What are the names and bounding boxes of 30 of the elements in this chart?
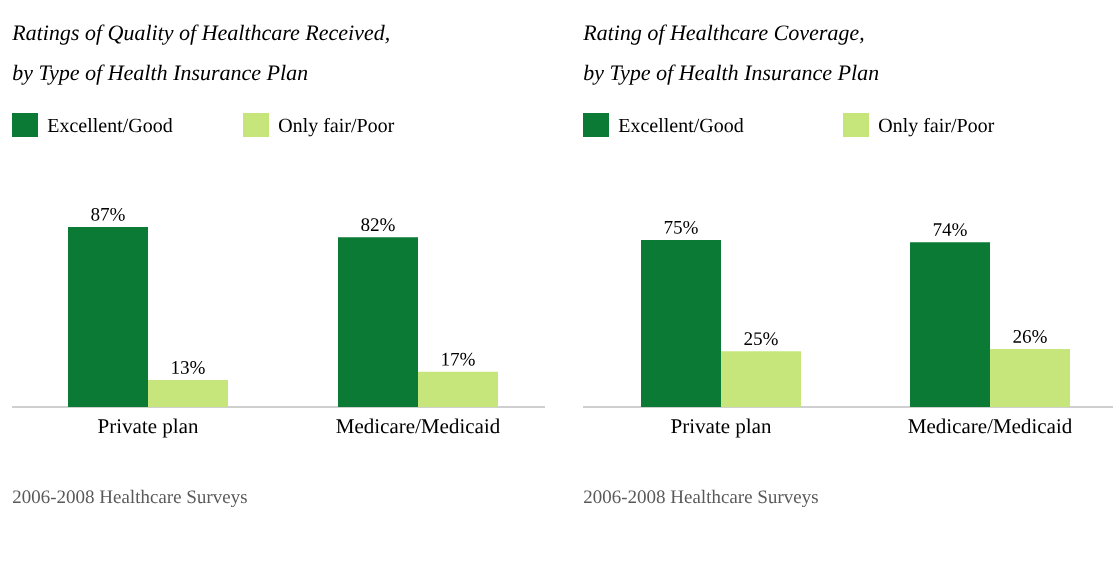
bar xyxy=(721,351,802,407)
legend-label: Only fair/Poor xyxy=(279,117,395,137)
bar xyxy=(990,349,1071,407)
bar xyxy=(418,371,498,407)
data-label: 13% xyxy=(172,361,205,374)
bar xyxy=(68,227,148,407)
data-label: 26% xyxy=(1013,330,1047,343)
data-label: 17% xyxy=(442,352,475,366)
data-label: 74% xyxy=(933,223,967,237)
text: 2006-2008 Healthcare Surveys xyxy=(13,489,247,508)
bar xyxy=(338,237,418,407)
x-tick-label: Medicare/Medicaid xyxy=(908,418,1073,434)
bar xyxy=(148,380,228,407)
text: 2006-2008 Healthcare Surveys xyxy=(584,489,818,508)
bar xyxy=(910,242,991,407)
data-label: 82% xyxy=(361,218,395,232)
data-label: 87% xyxy=(91,207,125,221)
x-tick-label: Medicare/Medicaid xyxy=(336,418,500,434)
bar xyxy=(641,240,722,407)
chart-subtitle: by Type of Health Insurance Plan xyxy=(584,64,879,85)
data-label: 25% xyxy=(744,332,778,346)
chart-title: Rating of Healthcare Coverage, xyxy=(583,24,864,45)
legend-label: Only fair/Poor xyxy=(879,117,995,137)
legend-label: Excellent/Good xyxy=(618,118,744,133)
chart-subtitle: by Type of Health Insurance Plan xyxy=(13,64,308,85)
chart-title: Ratings of Quality of Healthcare Received, xyxy=(12,24,389,45)
x-tick-label: Private plan xyxy=(98,418,199,438)
data-label: 75% xyxy=(664,220,698,234)
x-tick-label: Private plan xyxy=(671,418,772,438)
legend-label: Excellent/Good xyxy=(47,118,173,133)
